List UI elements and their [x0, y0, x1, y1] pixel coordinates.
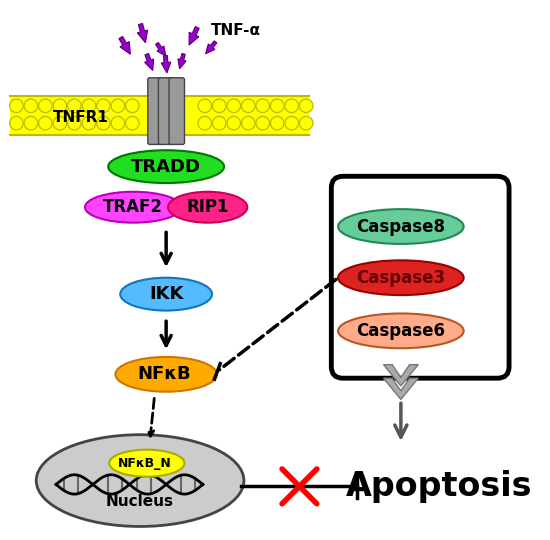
Circle shape: [241, 117, 255, 130]
Circle shape: [271, 99, 284, 112]
Circle shape: [212, 99, 226, 112]
Circle shape: [53, 99, 67, 112]
Circle shape: [68, 99, 81, 112]
Ellipse shape: [36, 435, 244, 526]
Polygon shape: [383, 364, 418, 386]
Text: NFκB: NFκB: [138, 366, 191, 383]
Circle shape: [227, 99, 240, 112]
FancyBboxPatch shape: [148, 78, 163, 144]
Circle shape: [125, 99, 139, 112]
Text: Apoptosis: Apoptosis: [346, 470, 533, 503]
Polygon shape: [178, 53, 186, 69]
Circle shape: [241, 99, 255, 112]
Circle shape: [198, 99, 212, 112]
Polygon shape: [189, 26, 199, 45]
FancyBboxPatch shape: [10, 96, 309, 135]
Ellipse shape: [338, 209, 464, 244]
Ellipse shape: [109, 450, 184, 477]
Circle shape: [125, 117, 139, 130]
Circle shape: [97, 99, 110, 112]
Circle shape: [299, 99, 313, 112]
Circle shape: [10, 99, 23, 112]
Circle shape: [285, 99, 299, 112]
Polygon shape: [138, 23, 147, 43]
Polygon shape: [206, 41, 217, 54]
Polygon shape: [383, 378, 418, 400]
Circle shape: [68, 117, 81, 130]
FancyBboxPatch shape: [331, 176, 509, 378]
Circle shape: [111, 117, 125, 130]
Circle shape: [111, 99, 125, 112]
Text: Nucleus: Nucleus: [106, 494, 174, 509]
FancyBboxPatch shape: [169, 78, 184, 144]
Circle shape: [53, 117, 67, 130]
Ellipse shape: [116, 357, 217, 392]
Circle shape: [256, 99, 270, 112]
Text: TNFR1: TNFR1: [53, 110, 109, 125]
Polygon shape: [161, 56, 170, 73]
Circle shape: [39, 99, 52, 112]
Text: RIP1: RIP1: [186, 198, 229, 216]
Circle shape: [212, 117, 226, 130]
Text: TRAF2: TRAF2: [103, 198, 163, 216]
Text: IKK: IKK: [149, 285, 183, 303]
Ellipse shape: [338, 260, 464, 295]
Circle shape: [285, 117, 299, 130]
Circle shape: [227, 117, 240, 130]
Text: Caspase8: Caspase8: [356, 218, 446, 235]
Ellipse shape: [168, 192, 248, 222]
Circle shape: [198, 117, 212, 130]
Ellipse shape: [85, 192, 182, 222]
Polygon shape: [156, 43, 166, 56]
Ellipse shape: [338, 313, 464, 348]
Ellipse shape: [120, 278, 212, 310]
Text: TNF-α: TNF-α: [211, 23, 261, 38]
Circle shape: [24, 117, 37, 130]
Circle shape: [10, 117, 23, 130]
Circle shape: [97, 117, 110, 130]
Circle shape: [82, 117, 96, 130]
Circle shape: [24, 99, 37, 112]
Circle shape: [299, 117, 313, 130]
Ellipse shape: [108, 150, 224, 183]
Polygon shape: [119, 37, 130, 54]
Text: TRADD: TRADD: [131, 158, 201, 176]
Circle shape: [271, 117, 284, 130]
Text: Caspase3: Caspase3: [356, 269, 446, 287]
Text: Caspase6: Caspase6: [356, 322, 446, 340]
Polygon shape: [145, 53, 153, 71]
Circle shape: [82, 99, 96, 112]
Circle shape: [256, 117, 270, 130]
Circle shape: [39, 117, 52, 130]
FancyBboxPatch shape: [158, 78, 174, 144]
Text: NFκB_N: NFκB_N: [118, 457, 172, 470]
